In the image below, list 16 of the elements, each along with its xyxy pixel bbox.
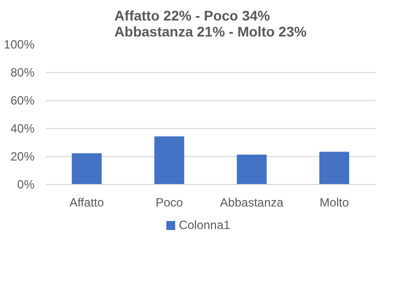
x-tick-label: Affatto (70, 196, 104, 210)
bar (154, 136, 184, 184)
y-tick-label: 80% (10, 66, 35, 80)
y-tick-label: 0% (17, 178, 35, 192)
y-tick-label: 40% (10, 122, 35, 136)
y-tick-label: 60% (10, 94, 35, 108)
legend-label: Colonna1 (178, 218, 230, 232)
bar (72, 153, 102, 184)
x-tick-label: Abbastanza (220, 196, 284, 210)
x-tick-label: Poco (156, 196, 184, 210)
y-tick-label: 20% (10, 150, 35, 164)
y-tick-label: 100% (4, 38, 35, 52)
chart-title: Affatto 22% - Poco 34% Abbastanza 21% - Molto 23% (114, 8, 308, 40)
x-tick-label: Molto (320, 196, 350, 210)
bar (236, 154, 267, 184)
bar (319, 152, 350, 184)
